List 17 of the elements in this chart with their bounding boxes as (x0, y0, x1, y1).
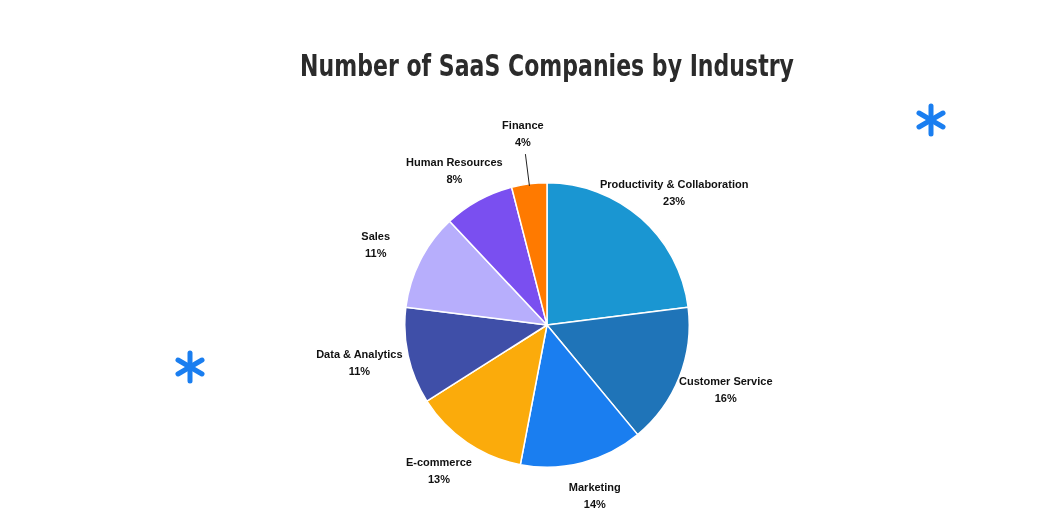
data-label: 23% (663, 194, 686, 207)
chart-title: Number of SaaS Companies by Industry (300, 48, 794, 83)
slice-label: Finance (502, 119, 544, 132)
slice-label: Human Resources (406, 155, 503, 168)
slice-label: E-commerce (405, 455, 472, 468)
slice-label: Productivity & Collaboration (599, 177, 749, 190)
data-label: 13% (427, 472, 451, 485)
data-label: 4% (514, 136, 532, 149)
data-label: 16% (714, 391, 737, 404)
data-label: 8% (446, 172, 463, 185)
slice-label: Marketing (568, 480, 621, 493)
data-label: 11% (348, 365, 371, 378)
slice-label: Sales (361, 230, 391, 243)
data-label: 14% (583, 497, 607, 510)
data-label: 11% (364, 247, 387, 260)
slice-label: Customer Service (678, 374, 773, 387)
slice-label: Data & Analytics (316, 348, 403, 361)
